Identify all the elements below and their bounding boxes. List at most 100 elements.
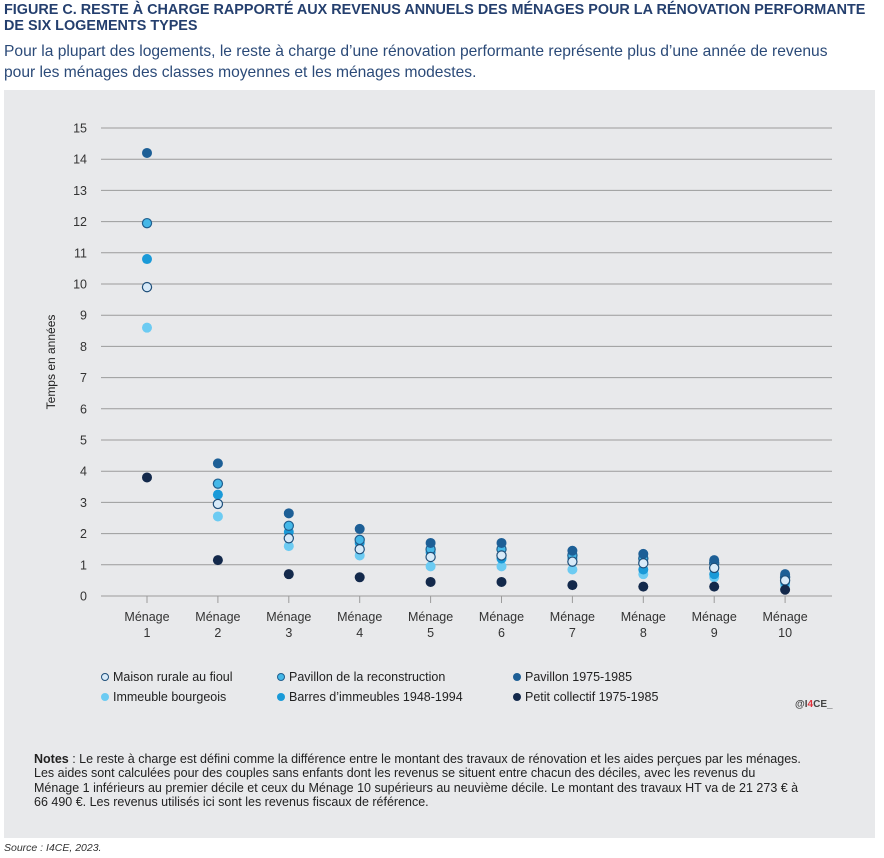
data-point [638, 558, 649, 569]
series-5 [142, 472, 791, 595]
series-1 [141, 217, 791, 583]
chart-panel [4, 90, 875, 838]
y-tick-label: 3 [80, 496, 87, 510]
x-tick-label-number: 4 [356, 626, 363, 640]
data-point [212, 511, 223, 522]
figure-title-line: FIGURE C. RESTE À CHARGE RAPPORTÉ AUX RE… [4, 2, 866, 18]
legend-label: Maison rurale au fioul [113, 670, 233, 684]
notes-line: Les aides sont calculées pour des couple… [34, 766, 756, 781]
data-point [212, 478, 224, 489]
y-tick-label: 10 [73, 278, 87, 292]
data-point [567, 580, 578, 591]
x-tick-label-number: 6 [498, 626, 505, 640]
y-tick-label: 1 [80, 558, 87, 572]
series-3 [142, 322, 791, 591]
x-tick-label-number: 10 [778, 626, 792, 640]
logo-accent: 4 [807, 699, 814, 710]
y-tick-label: 8 [80, 340, 87, 354]
figure-subtitle-line: Pour la plupart des logements, le reste … [4, 43, 828, 60]
notes-line: Ménage 1 inférieurs au premier décile et… [34, 780, 799, 795]
series-2 [142, 147, 791, 580]
x-tick-label: Ménage [124, 610, 169, 624]
data-point [496, 537, 507, 548]
figure-title-line: DE SIX LOGEMENTS TYPES [4, 18, 198, 34]
legend-marker-icon [101, 673, 109, 681]
legend-label: Pavillon de la reconstruction [289, 670, 446, 684]
data-point [142, 472, 152, 483]
i4ce-logo: @I4CE_ [795, 699, 833, 710]
legend-item: Maison rurale au fioul [101, 670, 233, 684]
legend-label: Barres d’immeubles 1948-1994 [289, 690, 463, 704]
y-tick-label: 0 [80, 590, 87, 604]
data-points [141, 147, 791, 595]
data-point [142, 322, 152, 333]
data-point [283, 533, 294, 544]
data-point [283, 520, 294, 532]
data-point [425, 576, 436, 587]
x-tick-label-number: 7 [569, 626, 576, 640]
figure-subtitle: Pour la plupart des logements, le reste … [4, 41, 828, 83]
legend-item: Pavillon 1975-1985 [513, 670, 632, 684]
legend-label: Pavillon 1975-1985 [525, 670, 633, 684]
y-tick-label: 5 [80, 434, 87, 448]
y-tick-label: 11 [74, 246, 87, 260]
y-tick-label: 15 [73, 122, 87, 136]
notes-label: Notes [34, 752, 69, 766]
x-tick-label: Ménage [479, 610, 524, 624]
notes-line: Notes : Le reste à charge est défini com… [34, 752, 801, 766]
data-point [354, 534, 365, 546]
data-point [212, 498, 224, 510]
notes-line: 66 490 €. Les revenus utilisés ici sont … [34, 794, 429, 809]
x-tick-label-number: 2 [214, 626, 221, 640]
data-point [638, 548, 649, 559]
y-tick-label: 12 [73, 215, 87, 229]
data-point [283, 569, 294, 580]
y-tick-label: 13 [73, 184, 87, 198]
data-point [283, 541, 294, 552]
x-tick-label: Ménage [763, 610, 808, 624]
data-point [496, 576, 507, 587]
y-tick-label: 7 [80, 371, 87, 385]
legend-marker-icon [277, 673, 285, 681]
y-tick-label: 4 [80, 465, 87, 479]
x-tick-label: Ménage [266, 610, 311, 624]
figure-subtitle-line: pour les ménages des classes moyennes et… [4, 64, 477, 81]
logo-prefix: @I [795, 699, 808, 710]
x-tick-labels: Ménage 1 Ménage 2 Ménage 3 Ménage 4 Ménage 5 Ménag… [124, 596, 808, 640]
data-point [638, 581, 649, 592]
x-tick-label: Ménage [195, 610, 240, 624]
data-point [425, 561, 436, 572]
data-point [212, 489, 223, 500]
data-point [212, 458, 223, 469]
x-tick-label: Ménage [337, 610, 382, 624]
data-point [354, 523, 365, 534]
data-point [283, 508, 294, 519]
data-point [567, 545, 578, 556]
y-tick-label: 9 [80, 309, 87, 323]
data-point [567, 564, 578, 575]
data-point [142, 147, 152, 158]
data-point [354, 572, 365, 583]
legend-item: Barres d’immeubles 1948-1994 [277, 690, 463, 704]
legend-marker-icon [513, 693, 521, 701]
y-axis-title: Temps en années [44, 315, 58, 410]
x-tick-label-number: 8 [640, 626, 647, 640]
data-point [141, 217, 153, 229]
legend-label: Petit collectif 1975-1985 [525, 690, 659, 704]
data-point [496, 550, 507, 561]
x-tick-label: Ménage [550, 610, 595, 624]
x-tick-label-number: 1 [144, 626, 151, 640]
x-tick-label-number: 9 [711, 626, 718, 640]
series-0 [141, 281, 791, 586]
legend-item: Pavillon de la reconstruction [277, 670, 445, 684]
legend-marker-icon [513, 673, 521, 681]
data-point [709, 555, 720, 566]
data-point [779, 575, 791, 586]
notes-text: : Le reste à charge est défini comme la … [68, 752, 801, 766]
y-tick-label: 6 [80, 402, 87, 416]
data-point [354, 544, 365, 555]
legend-marker-icon [277, 693, 285, 701]
data-point [496, 561, 507, 572]
data-point [212, 555, 223, 566]
